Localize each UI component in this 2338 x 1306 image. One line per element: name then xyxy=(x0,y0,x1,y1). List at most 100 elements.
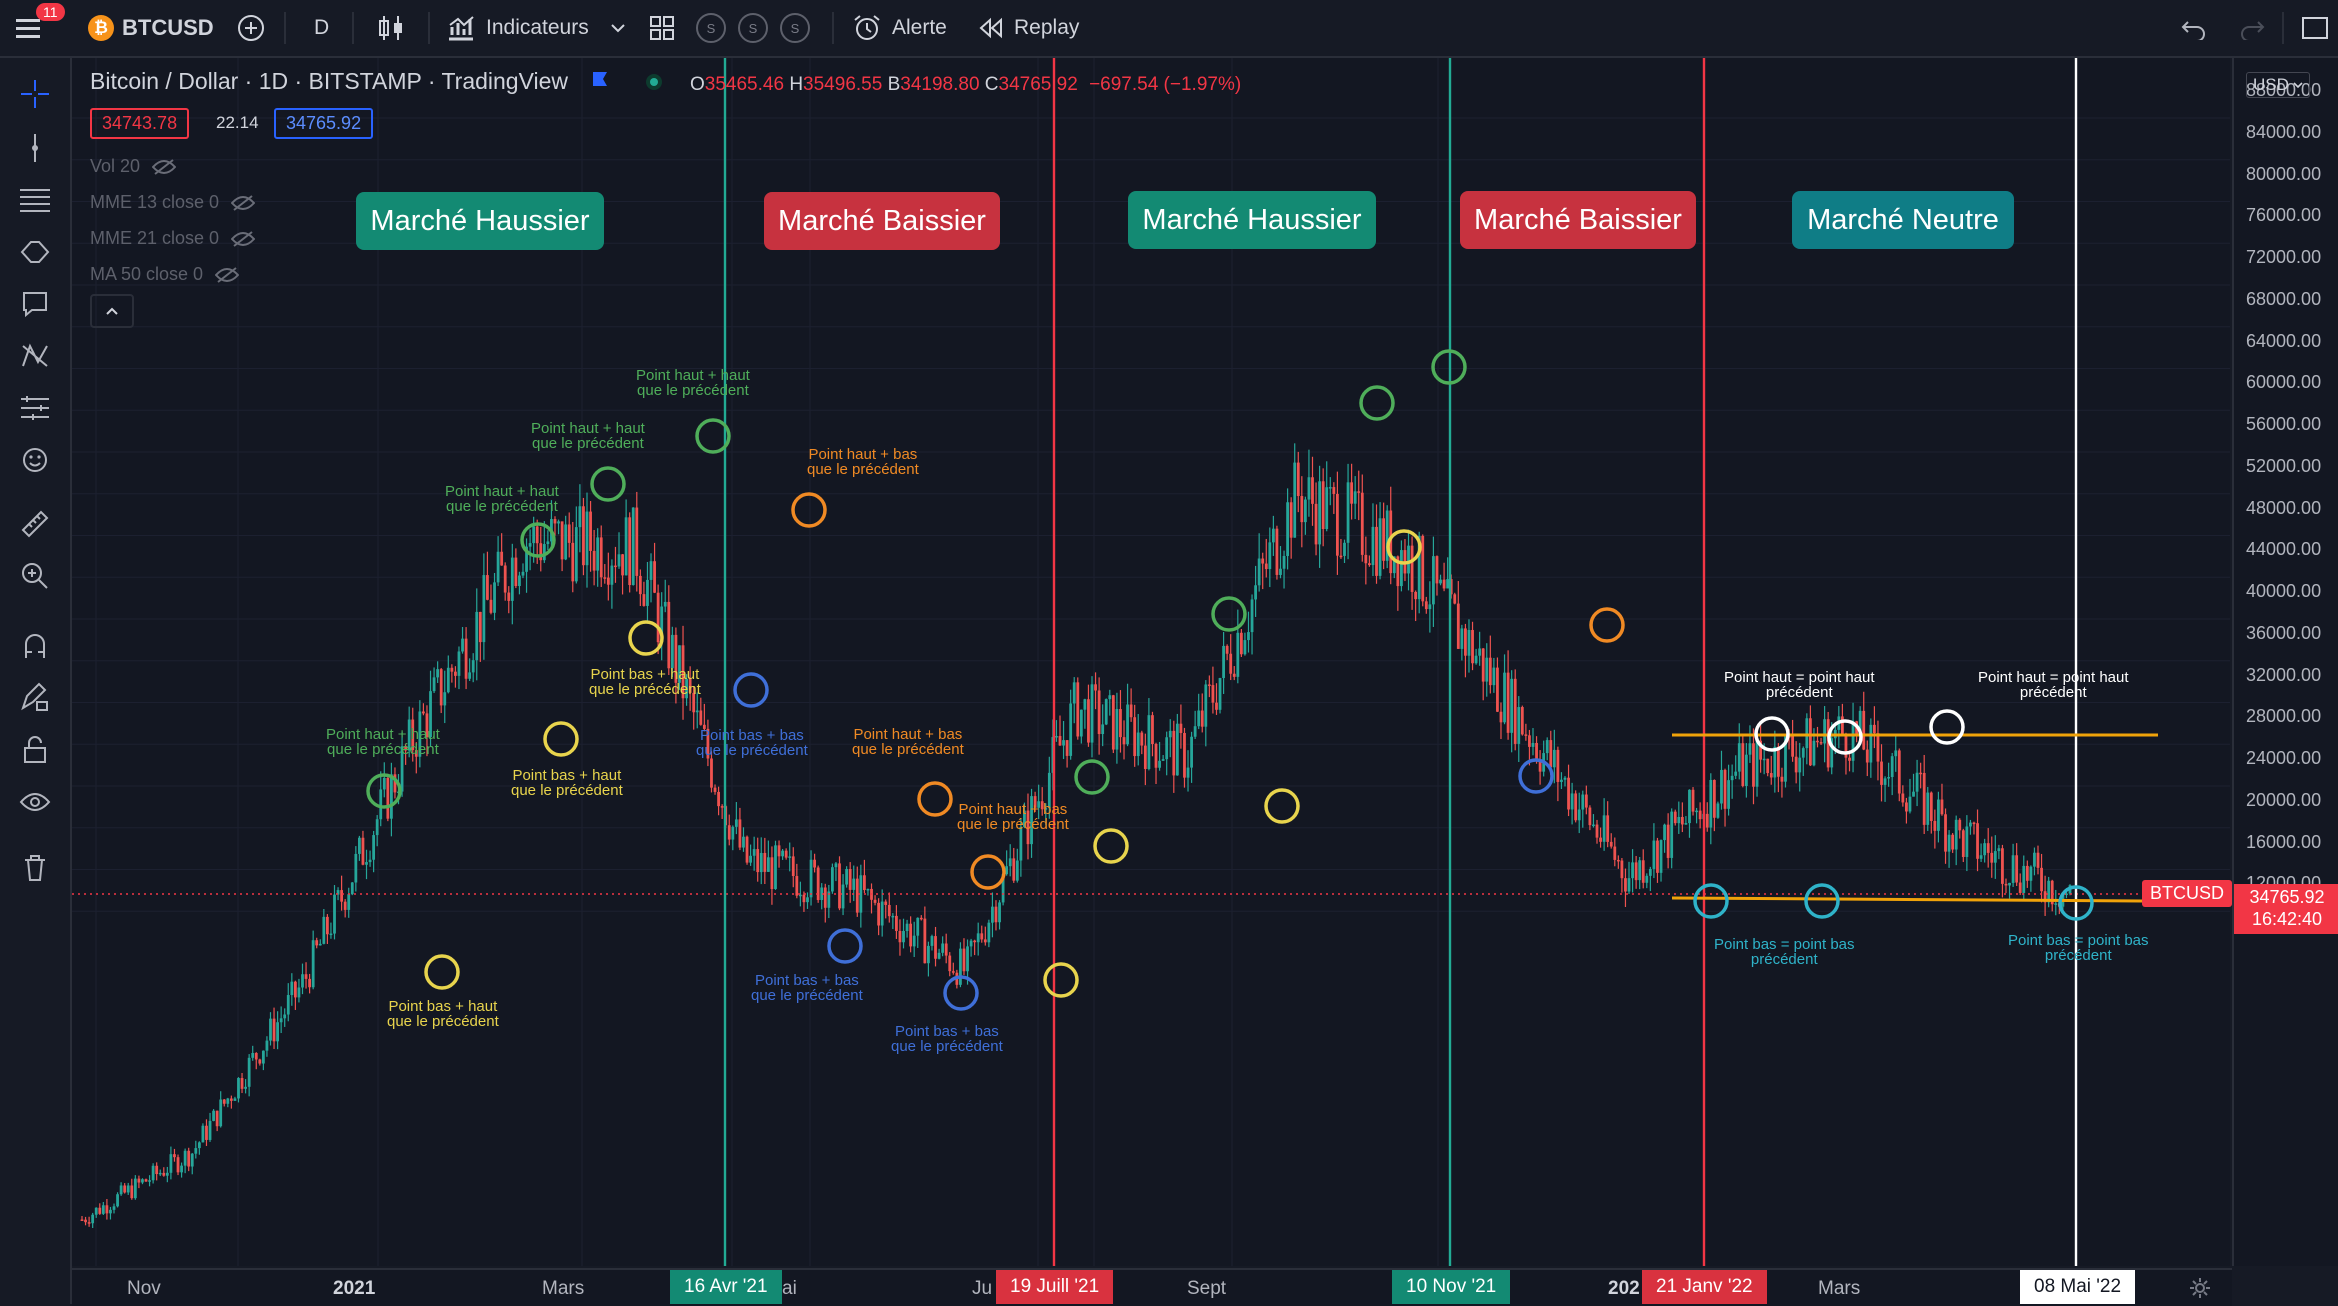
remove-drawings-tool[interactable] xyxy=(15,848,55,888)
s-button-3[interactable]: S xyxy=(780,13,810,43)
candle-body xyxy=(286,995,290,1015)
candle-body xyxy=(1414,591,1418,600)
candle-body xyxy=(898,930,902,943)
candle-body xyxy=(1460,628,1464,649)
candle-body xyxy=(390,774,393,819)
candle-body xyxy=(777,845,781,857)
fib-tool[interactable] xyxy=(15,180,55,220)
crosshair-tool[interactable] xyxy=(15,74,55,114)
candle-body xyxy=(525,546,528,572)
annotation-line: Point haut + haut xyxy=(636,367,750,384)
candle-body xyxy=(1087,699,1090,743)
compare-button[interactable] xyxy=(236,0,266,56)
price-chart[interactable] xyxy=(72,58,2230,1266)
candle-body xyxy=(1812,740,1816,766)
annotation-line: que le précédent xyxy=(751,987,863,1004)
swing-point-marker xyxy=(590,466,626,502)
interval-button[interactable]: D xyxy=(314,16,330,39)
chart-title: Bitcoin / Dollar · 1D · BITSTAMP · Tradi… xyxy=(90,68,569,94)
candle-body xyxy=(215,1110,219,1127)
indicator-vol[interactable]: Vol 20 xyxy=(90,156,177,177)
trendline-tool[interactable] xyxy=(15,128,55,168)
indicator-ma50[interactable]: MA 50 close 0 xyxy=(90,264,240,285)
candle-body xyxy=(880,901,884,926)
magnet-tool[interactable] xyxy=(15,626,55,666)
measure-tool[interactable] xyxy=(15,504,55,544)
candle-body xyxy=(393,774,397,793)
candle-body xyxy=(251,1053,255,1058)
candle-body xyxy=(1453,594,1457,604)
redo-button[interactable] xyxy=(2238,0,2266,56)
candle-body xyxy=(1154,744,1158,768)
candle-body xyxy=(1108,695,1112,700)
candle-body xyxy=(1215,702,1218,710)
forecast-tool[interactable] xyxy=(15,388,55,428)
indicator-mme21[interactable]: MME 21 close 0 xyxy=(90,228,256,249)
candle-body xyxy=(823,887,827,908)
indicators-button[interactable]: Indicateurs xyxy=(446,0,589,56)
candle-body xyxy=(1609,841,1613,847)
lock-drawings-tool[interactable] xyxy=(15,730,55,770)
undo-button[interactable] xyxy=(2180,0,2208,56)
time-label-mars: Mars xyxy=(542,1278,585,1299)
candle-body xyxy=(1417,535,1421,600)
candle-body xyxy=(628,517,632,586)
settings-button[interactable] xyxy=(2188,1276,2212,1305)
price-axis[interactable]: 88000.00 84000.00 80000.00 76000.00 72000.00… xyxy=(2232,58,2338,1266)
candle-body xyxy=(1193,726,1197,737)
ask-button[interactable]: 34765.92 xyxy=(274,108,374,139)
currency-selector[interactable]: USD xyxy=(2246,72,2310,98)
candle-body xyxy=(649,561,653,580)
price-tick: 24000.00 xyxy=(2246,748,2322,768)
candle-body xyxy=(1531,742,1535,747)
replay-button[interactable]: Replay xyxy=(978,0,1079,56)
candle-body xyxy=(361,837,365,865)
s-button-1[interactable]: S xyxy=(696,13,726,43)
candle-body xyxy=(2029,866,2033,881)
alert-button[interactable]: Alerte xyxy=(852,0,947,56)
collapse-legend-button[interactable] xyxy=(90,294,134,328)
candle-body xyxy=(638,575,642,595)
candle-body xyxy=(2022,865,2026,893)
legend-flag[interactable] xyxy=(590,70,610,95)
candle-body xyxy=(980,933,984,940)
s-button-2[interactable]: S xyxy=(738,13,768,43)
candle-body xyxy=(1691,789,1695,812)
candle-body xyxy=(1744,754,1748,786)
candle-body xyxy=(1901,793,1905,803)
candle-body xyxy=(151,1165,155,1181)
candle-body xyxy=(727,825,731,840)
candle-body xyxy=(685,678,688,699)
zoom-tool[interactable] xyxy=(15,556,55,596)
candle-body xyxy=(425,713,429,738)
time-axis[interactable]: Nov 2021 Mars ai Ju Sept 202 Mars 16 Avr… xyxy=(72,1268,2232,1306)
patterns-tool[interactable] xyxy=(15,336,55,376)
time-label-2022: 202 xyxy=(1608,1278,1640,1299)
candle-body xyxy=(756,849,760,873)
chart-type-button[interactable] xyxy=(378,0,404,56)
annotation-line: Point haut + haut xyxy=(326,726,440,743)
fullscreen-button[interactable] xyxy=(2300,0,2330,56)
bid-button[interactable]: 34743.78 xyxy=(90,108,190,139)
text-tool[interactable] xyxy=(15,284,55,324)
menu-button[interactable] xyxy=(16,0,46,56)
hide-drawings-tool[interactable] xyxy=(15,782,55,822)
icons-tool[interactable] xyxy=(15,440,55,480)
candle-body xyxy=(1243,640,1247,655)
candle-body xyxy=(1680,816,1684,825)
candle-body xyxy=(1876,733,1880,762)
stay-drawing-tool[interactable] xyxy=(15,678,55,718)
annotation-line: que le précédent xyxy=(852,741,964,758)
indicator-mme13[interactable]: MME 13 close 0 xyxy=(90,192,256,213)
layouts-button[interactable] xyxy=(648,0,676,56)
indicators-dropdown[interactable] xyxy=(610,0,626,56)
shapes-tool[interactable] xyxy=(15,232,55,272)
candle-body xyxy=(1641,860,1645,883)
symbol-search-button[interactable]: ₿ BTCUSD xyxy=(88,0,214,56)
candle-body xyxy=(1496,667,1499,712)
candle-body xyxy=(212,1110,215,1121)
swing-point-marker xyxy=(1043,962,1079,998)
chart-pane[interactable]: Bitcoin / Dollar · 1D · BITSTAMP · Tradi… xyxy=(72,58,2230,1266)
swing-annotation: Point bas = point bas précédent xyxy=(2008,933,2149,963)
zoom-in-icon xyxy=(22,563,48,589)
